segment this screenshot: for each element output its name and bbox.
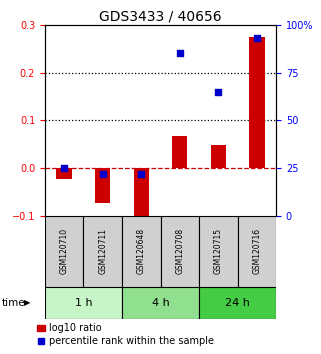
Text: GSM120708: GSM120708: [175, 228, 184, 274]
Bar: [238, 216, 276, 287]
Point: [100, 171, 105, 177]
Bar: [199, 287, 276, 319]
Text: 1 h: 1 h: [75, 298, 92, 308]
Bar: [211, 145, 226, 168]
Bar: [172, 136, 187, 168]
Text: GSM120711: GSM120711: [98, 228, 107, 274]
Bar: [160, 216, 199, 287]
Text: GSM120710: GSM120710: [60, 228, 69, 274]
Text: GSM120648: GSM120648: [137, 228, 146, 274]
Point: [177, 51, 182, 56]
Point: [62, 165, 67, 171]
Bar: [122, 287, 199, 319]
Point: [216, 89, 221, 95]
Bar: [122, 216, 160, 287]
Bar: [95, 168, 110, 202]
Title: GDS3433 / 40656: GDS3433 / 40656: [99, 10, 222, 24]
Text: 24 h: 24 h: [225, 298, 250, 308]
Text: 4 h: 4 h: [152, 298, 169, 308]
Point: [139, 171, 144, 177]
Text: GSM120716: GSM120716: [252, 228, 261, 274]
Text: GSM120715: GSM120715: [214, 228, 223, 274]
Bar: [199, 216, 238, 287]
Bar: [134, 168, 149, 220]
Text: ▶: ▶: [24, 298, 30, 307]
Bar: [45, 287, 122, 319]
Bar: [83, 216, 122, 287]
Point: [254, 35, 259, 41]
Legend: log10 ratio, percentile rank within the sample: log10 ratio, percentile rank within the …: [37, 324, 214, 346]
Bar: [249, 37, 265, 168]
Bar: [45, 216, 83, 287]
Text: time: time: [2, 298, 25, 308]
Bar: [56, 168, 72, 179]
